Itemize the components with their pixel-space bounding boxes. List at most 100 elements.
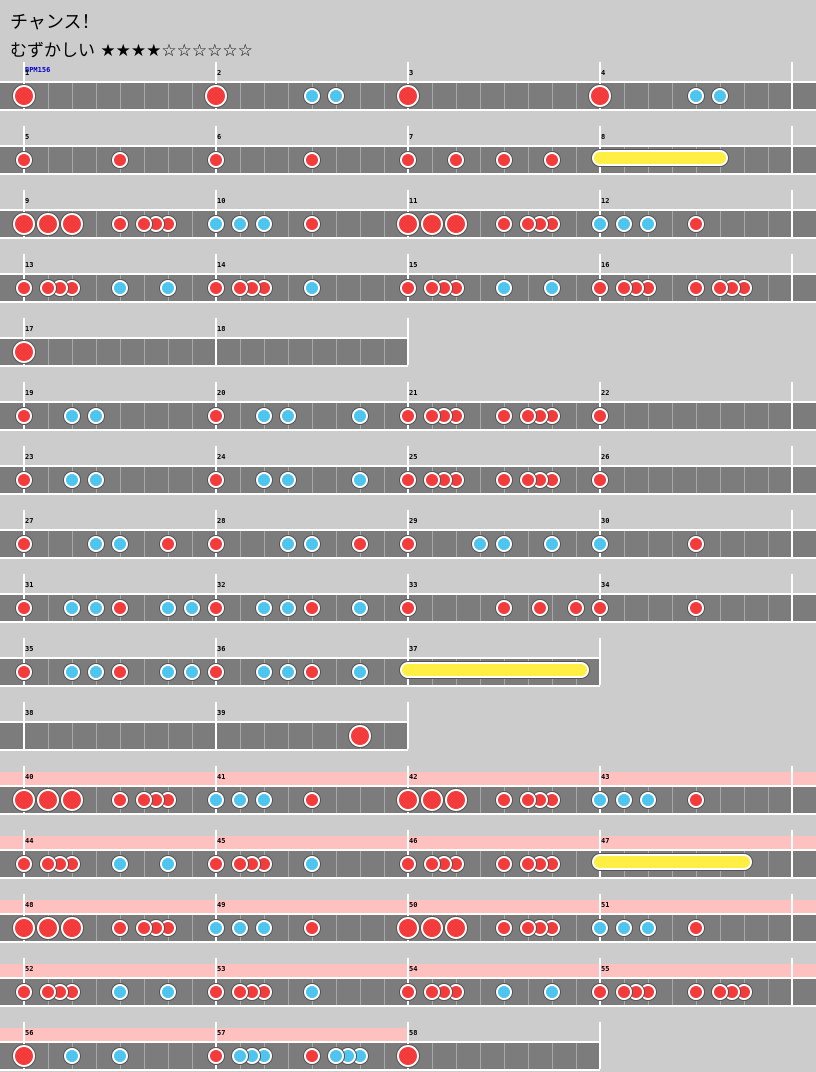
beat-line: [744, 915, 745, 941]
big-don-note: [61, 213, 83, 235]
beat-line: [384, 275, 385, 301]
bar-number: 32: [217, 581, 226, 589]
score-row: 38 39: [0, 702, 816, 752]
bar-line: [407, 574, 409, 621]
beat-line: [744, 787, 745, 813]
beat-line: [96, 979, 97, 1005]
bar-line: [791, 766, 793, 813]
bar-line: [791, 574, 793, 621]
don-note: [592, 280, 608, 296]
difficulty-label: むずかしい: [10, 41, 95, 61]
beat-line: [240, 147, 241, 173]
ka-note: [592, 536, 608, 552]
score-row: 31 32 33 34: [0, 574, 816, 624]
bar-line: [23, 126, 25, 173]
beat-line: [720, 595, 721, 621]
big-don-note: [13, 1045, 35, 1067]
bar-number: 12: [601, 197, 610, 205]
bar-number: 11: [409, 197, 418, 205]
beat-line: [192, 787, 193, 813]
beat-line: [240, 723, 241, 749]
difficulty-stars: ★★★★☆☆☆☆☆☆: [100, 41, 253, 61]
bar-line: [23, 254, 25, 301]
bar-line: [599, 510, 601, 557]
beat-line: [48, 595, 49, 621]
beat-line: [384, 787, 385, 813]
ka-note: [64, 408, 80, 424]
beat-line: [744, 403, 745, 429]
beat-line: [480, 275, 481, 301]
beat-line: [672, 467, 673, 493]
don-note: [208, 856, 224, 872]
big-don-note: [61, 917, 83, 939]
don-note: [448, 152, 464, 168]
beat-line: [288, 275, 289, 301]
don-note: [496, 792, 512, 808]
don-note: [544, 152, 560, 168]
beat-line: [336, 211, 337, 237]
score-row: 17 18: [0, 318, 816, 368]
ka-note: [280, 600, 296, 616]
beat-line: [576, 83, 577, 109]
beat-line: [768, 851, 769, 877]
beat-line: [456, 1043, 457, 1069]
beat-line: [240, 339, 241, 365]
beat-line: [768, 211, 769, 237]
beat-line: [168, 403, 169, 429]
beat-line: [624, 83, 625, 109]
beat-line: [576, 915, 577, 941]
bar-line: [791, 382, 793, 429]
beat-line: [576, 851, 577, 877]
bar-number: 24: [217, 453, 226, 461]
bar-number: 8: [601, 133, 606, 141]
bar-number: 10: [217, 197, 226, 205]
don-note: [40, 856, 56, 872]
don-note: [16, 536, 32, 552]
don-note: [712, 280, 728, 296]
bar-number: 47: [601, 837, 610, 845]
don-note: [304, 792, 320, 808]
beat-line: [120, 83, 121, 109]
don-note: [688, 536, 704, 552]
bar-number: 7: [409, 133, 414, 141]
bar-number: 17: [25, 325, 34, 333]
beat-line: [720, 403, 721, 429]
beat-line: [432, 83, 433, 109]
score-row: 19 20 21 22: [0, 382, 816, 432]
bar-number: 45: [217, 837, 226, 845]
beat-line: [144, 467, 145, 493]
bar-number: 16: [601, 261, 610, 269]
ka-note: [160, 280, 176, 296]
bar-line: [215, 766, 217, 813]
ka-note: [280, 472, 296, 488]
don-note: [232, 280, 248, 296]
don-note: [304, 152, 320, 168]
bar-line: [407, 446, 409, 493]
beat-line: [648, 531, 649, 557]
bar-line: [23, 574, 25, 621]
beat-line: [768, 915, 769, 941]
bar-line: [599, 830, 601, 877]
bar-line: [791, 958, 793, 1005]
bar-number: 31: [25, 581, 34, 589]
beat-line: [48, 467, 49, 493]
beat-line: [552, 1043, 553, 1069]
beat-line: [360, 979, 361, 1005]
big-don-note: [205, 85, 227, 107]
beat-line: [48, 659, 49, 685]
ka-note: [88, 408, 104, 424]
beat-line: [264, 723, 265, 749]
big-don-note: [37, 789, 59, 811]
beat-line: [456, 595, 457, 621]
don-note: [136, 216, 152, 232]
beat-line: [384, 659, 385, 685]
beat-line: [552, 83, 553, 109]
bar-line: [23, 446, 25, 493]
bar-number: 58: [409, 1029, 418, 1037]
beat-line: [648, 403, 649, 429]
beat-line: [480, 147, 481, 173]
beat-line: [144, 1043, 145, 1069]
beat-line: [432, 595, 433, 621]
ka-note: [592, 216, 608, 232]
beat-line: [696, 467, 697, 493]
